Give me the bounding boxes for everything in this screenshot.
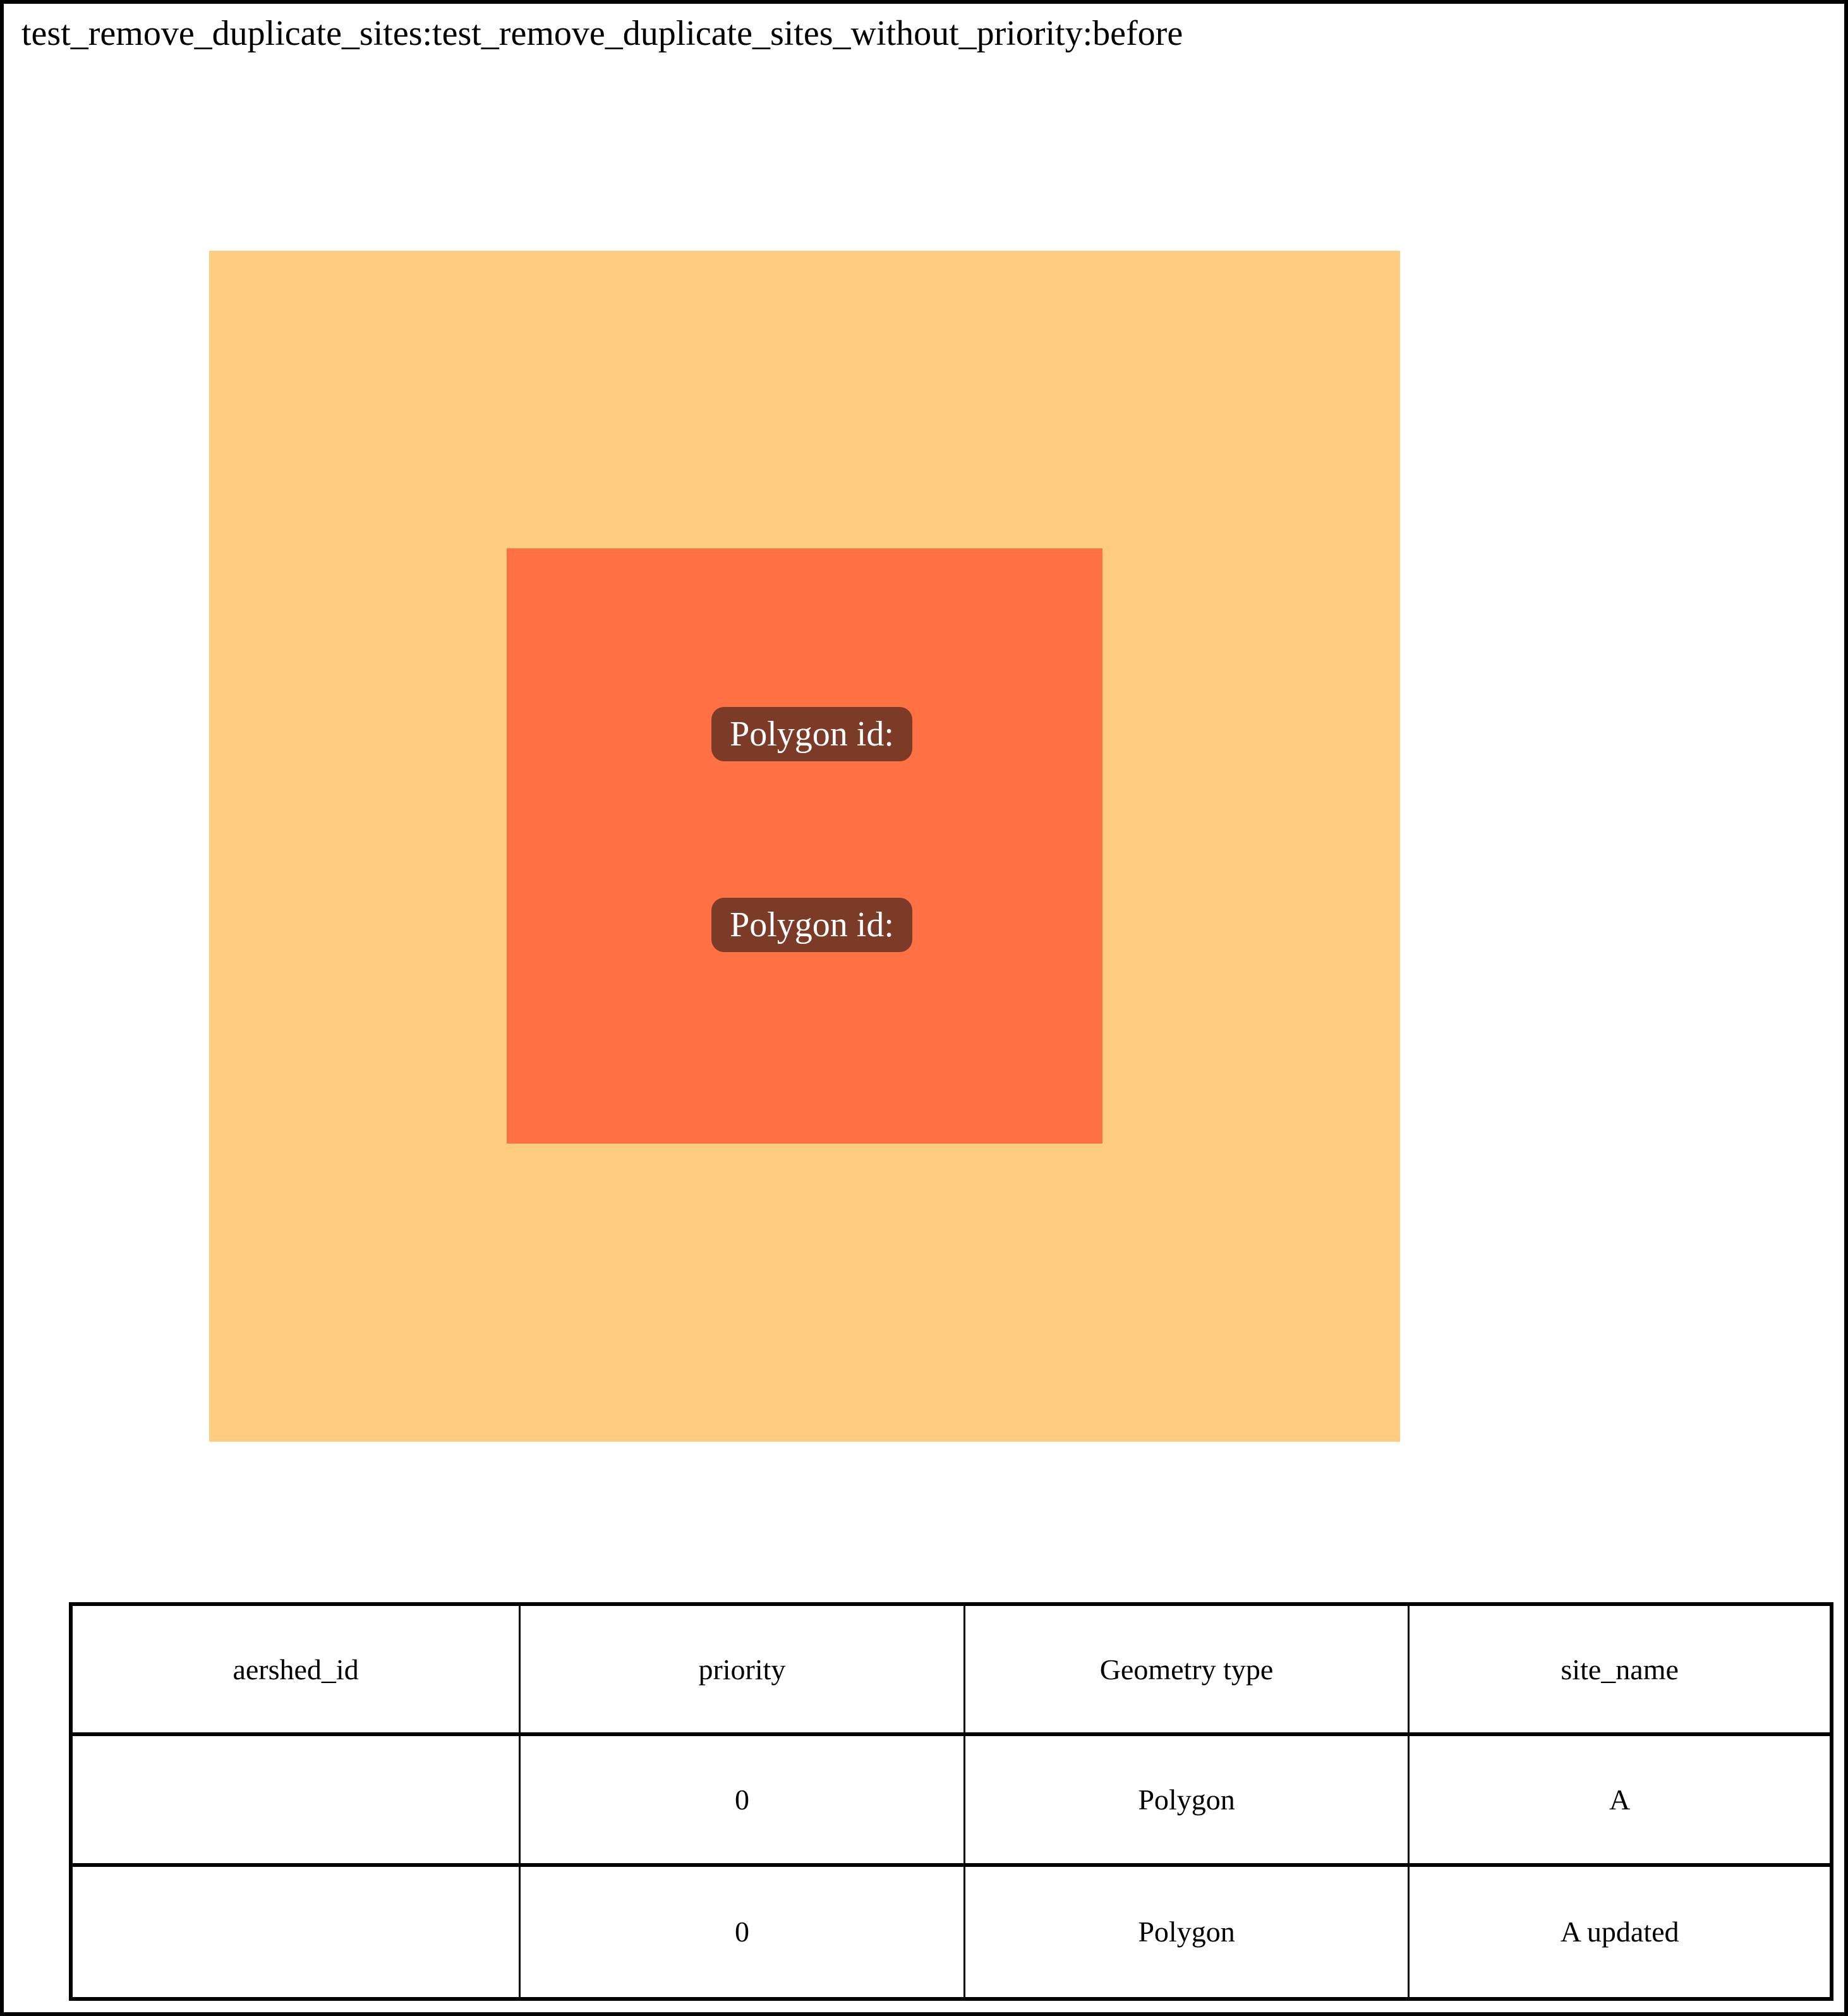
table-header-priority: priority xyxy=(521,1606,965,1737)
table-cell-row1-site-name: A xyxy=(1410,1736,1830,1867)
polygon-id-label-2: Polygon id: xyxy=(711,898,912,952)
table-cell-row1-priority: 0 xyxy=(521,1736,965,1867)
table-cell-row1-geometry-type: Polygon xyxy=(965,1736,1410,1867)
attribute-table: aershed_id priority Geometry type site_n… xyxy=(69,1602,1833,2001)
inner-polygon xyxy=(507,548,1102,1144)
outer-polygon: Polygon id: Polygon id: xyxy=(209,251,1400,1442)
table-cell-row2-site-name: A updated xyxy=(1410,1866,1830,1997)
polygon-id-label-1: Polygon id: xyxy=(711,707,912,761)
table-cell-row2-aershed-id xyxy=(73,1866,521,1997)
table-header-aershed-id: aershed_id xyxy=(73,1606,521,1737)
figure-title: test_remove_duplicate_sites:test_remove_… xyxy=(21,14,1183,53)
table-cell-row1-aershed-id xyxy=(73,1736,521,1867)
table-header-site-name: site_name xyxy=(1410,1606,1830,1737)
table-header-geometry-type: Geometry type xyxy=(965,1606,1410,1737)
table-cell-row2-priority: 0 xyxy=(521,1866,965,1997)
table-cell-row2-geometry-type: Polygon xyxy=(965,1866,1410,1997)
